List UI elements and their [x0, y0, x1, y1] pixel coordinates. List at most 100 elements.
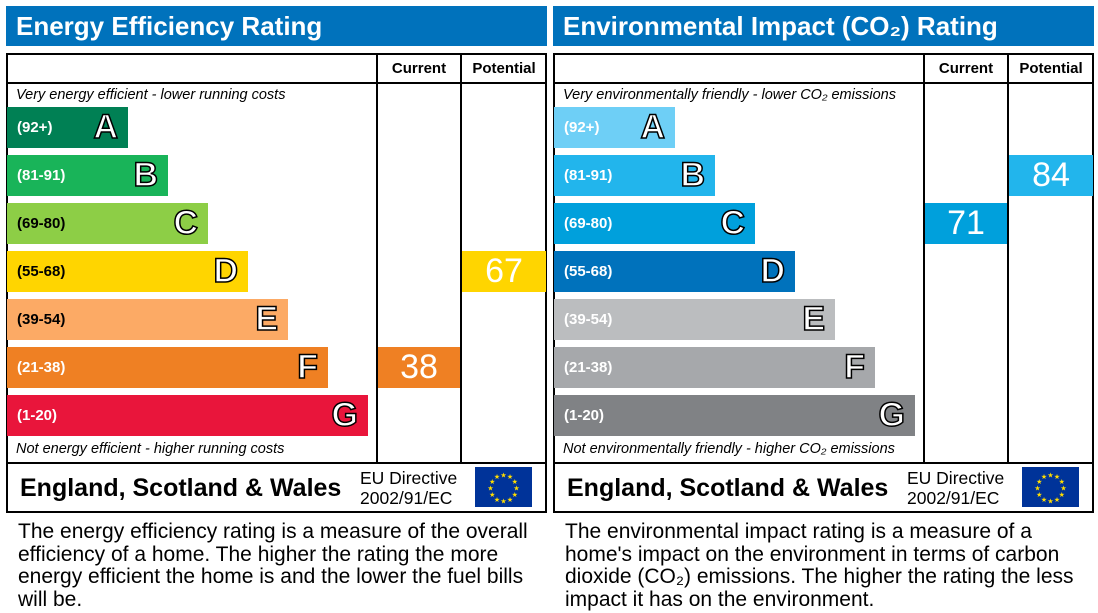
- divider: [1007, 53, 1009, 464]
- band-range: (21-38): [564, 359, 613, 376]
- band-letter: A: [640, 107, 666, 147]
- svg-text:★: ★: [1059, 491, 1065, 499]
- divider: [553, 82, 1094, 84]
- chart-title: Energy Efficiency Rating: [6, 6, 547, 46]
- rating-potential: 67: [462, 251, 546, 292]
- divider: [6, 462, 547, 464]
- band-range: (55-68): [564, 263, 613, 280]
- top-note: Very energy efficient - lower running co…: [16, 87, 286, 103]
- chart-title: Environmental Impact (CO₂) Rating: [553, 6, 1094, 46]
- rating-current: 38: [378, 347, 460, 388]
- svg-text:★: ★: [513, 485, 519, 493]
- column-header-potential: Potential: [472, 60, 536, 77]
- svg-text:★: ★: [1041, 473, 1047, 481]
- directive-line: EU Directive: [907, 468, 1005, 488]
- column-header-potential: Potential: [1019, 60, 1083, 77]
- band-c: (69-80) C: [554, 203, 755, 244]
- band-f: (21-38) F: [554, 347, 875, 388]
- footer-region: England, Scotland & Wales: [567, 474, 889, 502]
- divider: [553, 462, 1094, 464]
- svg-text:★: ★: [1059, 478, 1065, 486]
- energy-efficiency-panel: Energy Efficiency Rating Current Potential…: [6, 0, 547, 613]
- svg-text:★: ★: [1060, 485, 1066, 493]
- environmental-impact-panel: Environmental Impact (CO₂) Rating Current…: [553, 0, 1094, 613]
- band-letter: D: [213, 251, 239, 291]
- band-range: (69-80): [17, 215, 66, 232]
- svg-text:★: ★: [512, 478, 518, 486]
- band-range: (39-54): [17, 311, 66, 328]
- eu-flag-icon: ★ ★ ★ ★ ★ ★ ★ ★ ★ ★ ★ ★: [475, 467, 532, 507]
- band-a: (92+) A: [7, 107, 128, 148]
- band-letter: E: [255, 299, 279, 339]
- rating-potential: 84: [1009, 155, 1093, 196]
- directive-line: 2002/91/EC: [360, 488, 453, 508]
- column-header-current: Current: [391, 60, 447, 77]
- band-range: (55-68): [17, 263, 66, 280]
- footer-region: England, Scotland & Wales: [20, 474, 342, 502]
- band-range: (81-91): [564, 167, 613, 184]
- svg-text:★: ★: [500, 498, 506, 506]
- svg-text:★: ★: [507, 496, 513, 504]
- svg-text:★: ★: [1047, 498, 1053, 506]
- directive-line: EU Directive: [360, 468, 458, 488]
- bottom-note: Not energy efficient - higher running co…: [16, 441, 285, 457]
- band-letter: B: [133, 155, 159, 195]
- svg-text:★: ★: [1054, 473, 1060, 481]
- band-range: (39-54): [564, 311, 613, 328]
- band-range: (21-38): [17, 359, 66, 376]
- band-range: (92+): [17, 119, 53, 136]
- band-letter: G: [878, 395, 906, 435]
- eu-flag-icon: ★ ★ ★ ★ ★ ★ ★ ★ ★ ★ ★ ★: [1022, 467, 1079, 507]
- svg-text:★: ★: [1054, 496, 1060, 504]
- divider: [376, 53, 378, 464]
- divider: [460, 53, 462, 464]
- band-a: (92+) A: [554, 107, 675, 148]
- bottom-note: Not environmentally friendly - higher CO…: [563, 441, 895, 457]
- band-letter: F: [843, 347, 865, 387]
- band-letter: E: [802, 299, 826, 339]
- directive-line: 2002/91/EC: [907, 488, 1000, 508]
- svg-text:★: ★: [500, 472, 506, 480]
- band-letter: B: [680, 155, 706, 195]
- svg-text:★: ★: [494, 496, 500, 504]
- band-range: (1-20): [17, 407, 58, 424]
- svg-text:★: ★: [489, 478, 495, 486]
- band-letter: F: [296, 347, 318, 387]
- svg-text:★: ★: [512, 491, 518, 499]
- svg-text:★: ★: [1036, 491, 1042, 499]
- band-range: (69-80): [564, 215, 613, 232]
- description: The environmental impact rating is a mea…: [565, 520, 1074, 611]
- top-note: Very environmentally friendly - lower CO…: [563, 87, 896, 103]
- divider: [6, 82, 547, 84]
- band-letter: D: [760, 251, 786, 291]
- band-b: (81-91) B: [7, 155, 168, 196]
- svg-text:★: ★: [1041, 496, 1047, 504]
- rating-current: 71: [925, 203, 1007, 244]
- band-letter: A: [93, 107, 119, 147]
- column-header-current: Current: [938, 60, 994, 77]
- svg-text:★: ★: [507, 473, 513, 481]
- band-range: (81-91): [17, 167, 66, 184]
- description: The energy efficiency rating is a measur…: [18, 520, 528, 611]
- band-f: (21-38) F: [7, 347, 328, 388]
- svg-text:★: ★: [1047, 472, 1053, 480]
- band-d: (55-68) D: [7, 251, 248, 292]
- svg-text:★: ★: [494, 473, 500, 481]
- band-e: (39-54) E: [7, 299, 288, 340]
- band-range: (1-20): [564, 407, 605, 424]
- band-letter: C: [720, 203, 746, 243]
- svg-text:★: ★: [487, 485, 493, 493]
- footer-directive: EU Directive 2002/91/EC: [360, 468, 457, 508]
- band-g: (1-20) G: [7, 395, 368, 436]
- divider: [923, 53, 925, 464]
- band-letter: C: [173, 203, 199, 243]
- band-e: (39-54) E: [554, 299, 835, 340]
- band-b: (81-91) B: [554, 155, 715, 196]
- footer-directive: EU Directive 2002/91/EC: [907, 468, 1004, 508]
- svg-text:★: ★: [489, 491, 495, 499]
- svg-text:★: ★: [1036, 478, 1042, 486]
- band-c: (69-80) C: [7, 203, 208, 244]
- svg-text:★: ★: [1034, 485, 1040, 493]
- band-letter: G: [331, 395, 359, 435]
- band-d: (55-68) D: [554, 251, 795, 292]
